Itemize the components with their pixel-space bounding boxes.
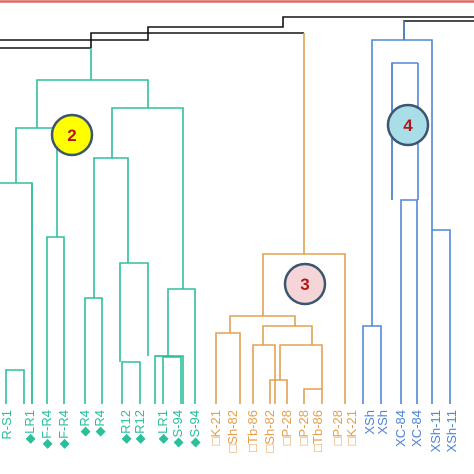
cluster-3-link bbox=[215, 332, 241, 404]
cluster-3-link bbox=[279, 344, 323, 389]
root-link bbox=[403, 20, 474, 40]
cluster-2-link bbox=[84, 297, 103, 404]
cluster-badge-3: 3 bbox=[283, 262, 327, 306]
cluster-badge-4: 4 bbox=[386, 103, 430, 147]
leaf-label: ◆S-94 bbox=[170, 410, 185, 447]
cluster-2-link bbox=[119, 262, 149, 362]
leaf-label: □P-28 bbox=[279, 410, 294, 445]
cluster-2-link bbox=[154, 355, 184, 404]
root-link bbox=[90, 32, 304, 48]
cluster-2-links bbox=[0, 48, 196, 404]
cluster-badge-circle bbox=[386, 103, 430, 147]
leaf-label: XSh-11 bbox=[428, 410, 443, 452]
leaf-label: ◆R4 bbox=[92, 410, 107, 437]
leaf-label: □Sh-82 bbox=[225, 410, 240, 453]
leaf-label: □P-28 bbox=[330, 410, 345, 445]
cluster-2-link bbox=[0, 182, 33, 404]
leaf-label: XSh bbox=[375, 410, 390, 435]
leaf-label: □Sh-82 bbox=[262, 410, 277, 453]
cluster-2-link bbox=[111, 107, 184, 158]
root-link bbox=[147, 22, 284, 33]
leaf-label: □Tb-86 bbox=[310, 410, 325, 452]
cluster-2-link bbox=[121, 361, 141, 404]
leaf-label: ◆R12 bbox=[132, 410, 147, 444]
leaf-label: XC-84 bbox=[393, 410, 408, 447]
cluster-3-links bbox=[215, 33, 346, 404]
cluster-4-links bbox=[362, 21, 451, 404]
cluster-badge-2: 2 bbox=[50, 113, 94, 157]
leaf-label: □Tb-86 bbox=[245, 410, 260, 452]
leaf-label: ◆F-R4 bbox=[39, 410, 54, 449]
leaf-labels: R-S1 ◆LR1 ◆F-R4 ◆F-R4 ◆R4 ◆R4 ◆R12 ◆R12 ◆LR1 ◆S-9… bbox=[0, 410, 459, 453]
leaf-label: XSh bbox=[362, 410, 377, 435]
leaf-label: ◆R12 bbox=[118, 410, 133, 444]
cluster-badge-circle bbox=[283, 262, 327, 306]
leaf-label: □K-21 bbox=[344, 410, 359, 445]
cluster-4-link bbox=[431, 229, 451, 404]
cluster-2-link bbox=[46, 236, 65, 404]
leaf-label: ◆S-94 bbox=[187, 410, 202, 447]
root-link bbox=[0, 33, 149, 41]
cluster-badge-label: 2 bbox=[67, 126, 76, 145]
leaf-label: □P-28 bbox=[296, 410, 311, 445]
root-link bbox=[282, 16, 474, 22]
cluster-3-link bbox=[229, 315, 296, 333]
cluster-4-link bbox=[362, 325, 382, 404]
cluster-2-link bbox=[93, 157, 129, 298]
cluster-2-link bbox=[167, 288, 196, 404]
leaf-label: ◆F-R4 bbox=[56, 410, 71, 449]
leaf-label: □K-21 bbox=[208, 410, 223, 445]
cluster-badge-label: 3 bbox=[300, 275, 309, 294]
leaf-label: ◆LR1 bbox=[22, 410, 37, 444]
cluster-2-link bbox=[5, 369, 25, 404]
cluster-badges: 2 3 4 bbox=[50, 103, 430, 306]
cluster-3-link bbox=[262, 253, 346, 404]
leaf-label: XSh-11 bbox=[444, 410, 459, 452]
cluster-badge-circle bbox=[50, 113, 94, 157]
cluster-4-link bbox=[371, 39, 433, 326]
cluster-3-link bbox=[252, 344, 276, 404]
cluster-4-link bbox=[400, 199, 418, 404]
cluster-2-link bbox=[162, 356, 182, 404]
leaf-label: ◆R4 bbox=[77, 410, 92, 437]
leaf-label: XC-84 bbox=[409, 410, 424, 447]
cluster-3-link bbox=[269, 379, 288, 404]
cluster-3-link bbox=[262, 325, 313, 345]
leaf-label: R-S1 bbox=[0, 410, 14, 440]
leaf-label: ◆LR1 bbox=[155, 410, 170, 444]
root-links bbox=[0, 16, 474, 49]
cluster-2-link bbox=[36, 79, 149, 128]
cluster-3-link bbox=[303, 388, 323, 404]
cluster-badge-label: 4 bbox=[403, 116, 413, 135]
